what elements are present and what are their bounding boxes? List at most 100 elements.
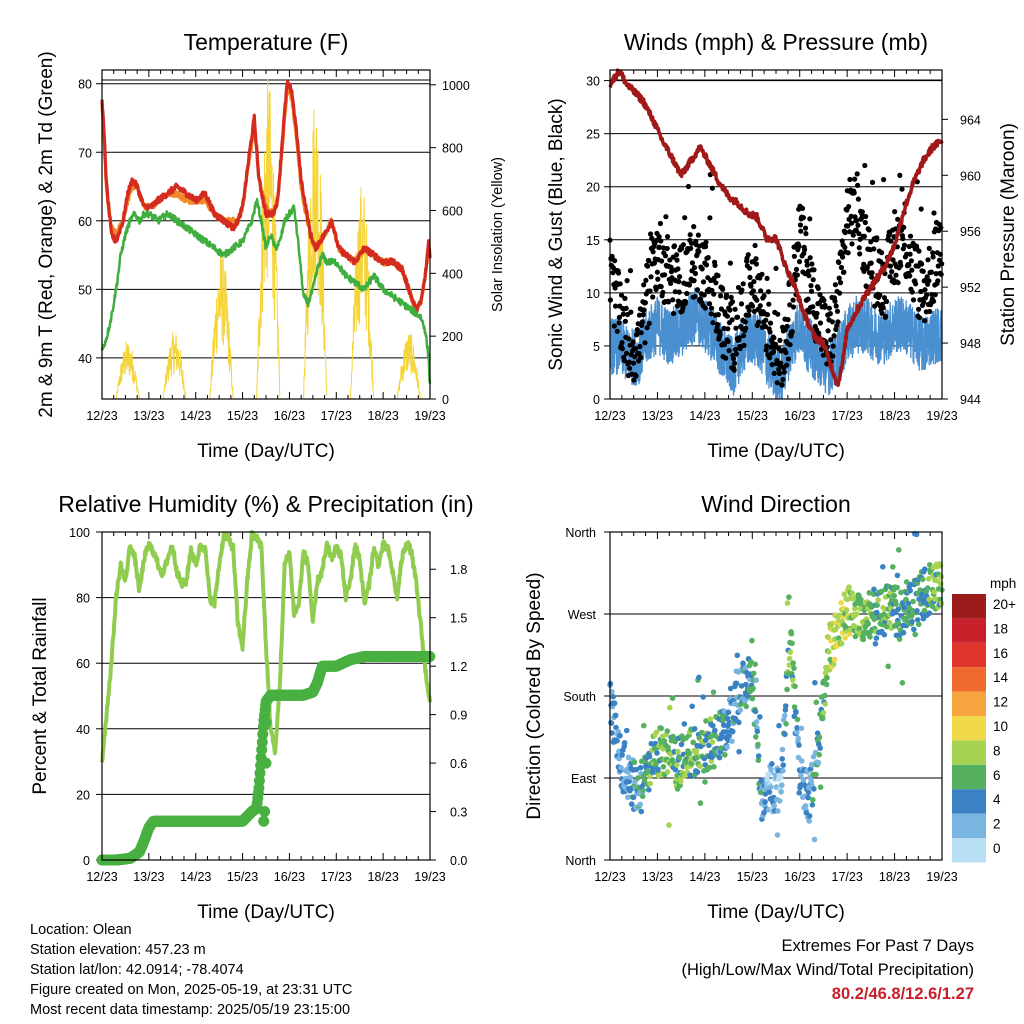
wind-direction-point [802,803,809,809]
wind-direction-point [921,607,928,614]
wind-direction-point [794,725,800,731]
gust-point [611,323,617,329]
y-tick-label: 60 [78,215,92,229]
wind-direction-point [655,766,661,773]
gust-point [721,341,728,348]
wind-direction-point [881,631,888,638]
gust-point [685,183,692,190]
speed-legend: mph 20+ 18 16 14 12 10 8 6 4 2 0 [952,576,1016,863]
y-tick-label: 5 [593,340,600,354]
wind-direction-point [633,766,640,773]
x-axis-label: Time (Day/UTC) [707,441,845,462]
gust-point [790,297,796,303]
gust-point [771,370,777,376]
gust-point [655,276,661,282]
wind-direction-point [909,618,915,625]
wind-direction-point [811,836,818,843]
wind-direction-point [660,764,667,770]
wind-direction-point [914,608,920,614]
gust-point [676,289,682,295]
y-tick-label: North [565,854,596,868]
wind-direction-point [638,808,645,815]
gust-point [852,176,858,182]
gust-point [754,297,760,303]
wind-direction-point [755,741,761,748]
gust-point [687,232,693,238]
wind-direction-point [816,751,822,758]
wind-direction-point [810,753,817,760]
gust-point [851,190,857,196]
y-tick-label-right: 956 [960,225,981,239]
gust-point [675,266,681,272]
x-tick-label: 15/23 [737,409,768,423]
gust-point [692,293,698,300]
wind-direction-point [700,694,706,700]
gust-point [723,355,729,361]
wind-direction-point [634,775,641,781]
wind-direction-point [914,617,921,623]
gust-point [718,293,724,299]
legend-swatch [952,618,986,643]
gust-point [766,301,772,307]
gust-point [631,377,637,383]
gust-point [830,353,836,359]
gust-point [890,257,896,263]
wind-direction-point [640,787,646,794]
wind-direction-point [625,754,632,761]
gust-point [636,350,642,357]
wind-direction-point [885,663,891,670]
gust-point [836,275,842,281]
gust-point [727,307,733,313]
wind-direction-point [744,693,751,699]
wind-direction-point [623,727,630,734]
legend-label: 20+ [993,597,1016,612]
wind-direction-point [723,729,730,735]
wind-direction-point [675,748,681,755]
gust-point [828,337,834,343]
wind-direction-point [853,611,860,617]
gust-point [841,269,847,275]
temperature-2m-series [100,80,432,314]
station-latlon: Station lat/lon: 42.0914; -78.4074 [30,962,244,978]
gust-point [789,329,795,335]
gust-point [866,227,872,233]
panel-title: Wind Direction [701,491,851,517]
wind-direction-point [674,762,680,768]
gust-point [727,260,734,266]
gust-point [859,209,865,215]
wind-direction-point [625,794,631,800]
gust-point [814,310,820,317]
wind-direction-point [916,621,922,628]
gust-point [849,220,855,226]
wind-direction-point [784,686,790,693]
gust-point [897,172,903,178]
x-tick-label: 14/23 [689,409,720,423]
wind-direction-point [874,602,880,608]
wind-direction-point [938,573,944,580]
wind-direction-point [768,784,774,790]
gust-point [924,292,930,298]
gust-point [702,305,708,311]
x-tick-label: 12/23 [86,409,117,423]
gust-point [808,288,815,294]
gust-point [751,308,757,314]
wind-direction-point [826,648,832,655]
gust-point [642,300,649,306]
gust-point [658,238,664,244]
wind-direction-point [794,729,800,735]
wind-direction-point [678,778,684,785]
solar-daily-curve [303,109,328,400]
plot-border [101,531,431,861]
wind-direction-point [681,773,687,779]
gust-point [883,313,889,320]
wind-direction-point [779,756,785,762]
gust-point [648,274,654,280]
gust-point [741,333,747,339]
gust-point [733,351,739,357]
y-tick-label: 60 [76,657,90,671]
gust-point [715,273,721,279]
gust-point [741,342,747,348]
y-tick-label: 40 [78,352,92,366]
wind-direction-point [787,649,794,656]
wind-direction-point [786,594,792,600]
